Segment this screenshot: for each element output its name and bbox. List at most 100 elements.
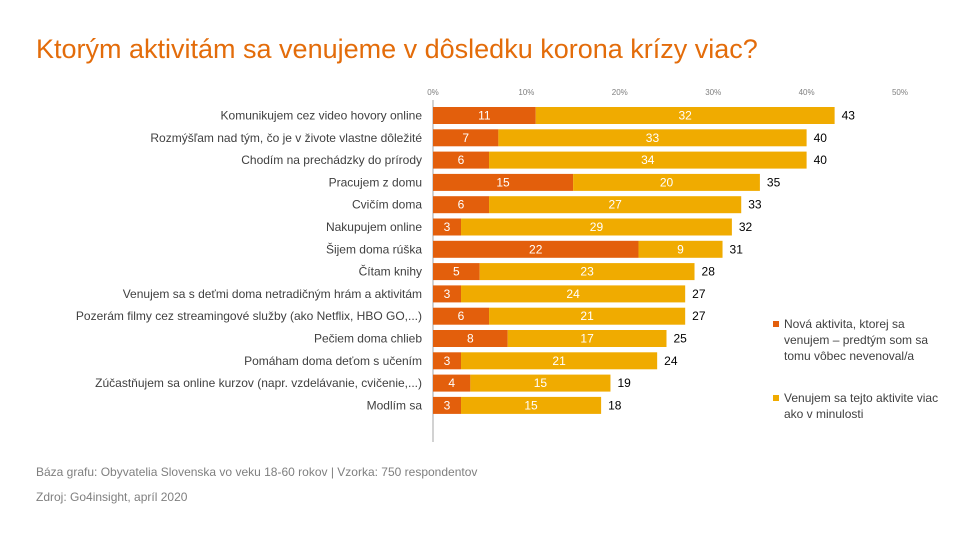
data-label-more: 17 (580, 332, 594, 346)
bar-segment-more (461, 285, 686, 303)
legend-label-new: Nová aktivita, ktorej sa venujem – predt… (784, 317, 929, 363)
legend-swatch-more (773, 395, 779, 401)
bar-segment-new (433, 352, 462, 370)
bar-segment-new (433, 374, 471, 392)
category-label: Pečiem doma chlieb (314, 332, 422, 346)
bar-segment-new (433, 173, 574, 191)
category-label: Pozerám filmy cez streamingové služby (a… (76, 309, 422, 323)
bar-segment-new (433, 151, 490, 169)
legend-label-more: Venujem sa tejto aktivite viac ako v min… (784, 391, 939, 421)
bar-segment-more (535, 107, 835, 124)
total-label: 27 (692, 309, 706, 323)
total-label: 19 (617, 376, 631, 390)
data-label-more: 32 (679, 109, 693, 123)
bar-segment-more (470, 374, 611, 392)
bar-segment-more (498, 129, 807, 147)
data-label-new: 6 (458, 198, 465, 212)
bar-segment-new (433, 396, 462, 414)
bar-segment-more (489, 307, 686, 325)
data-label-more: 23 (580, 265, 594, 279)
total-label: 18 (608, 398, 622, 412)
total-label: 43 (842, 109, 856, 123)
data-label-more: 29 (590, 220, 604, 234)
data-label-new: 22 (529, 242, 543, 256)
data-label-new: 3 (444, 220, 451, 234)
data-label-more: 34 (641, 153, 655, 167)
bar-segment-more (461, 352, 658, 370)
category-label: Šijem doma rúška (326, 241, 422, 256)
data-label-new: 6 (458, 309, 465, 323)
bar-segment-new (433, 307, 490, 325)
x-tick-label: 20% (612, 88, 628, 97)
data-label-new: 3 (444, 287, 451, 301)
data-label-more: 15 (524, 398, 538, 412)
data-label-new: 4 (448, 376, 455, 390)
data-label-more: 21 (580, 309, 594, 323)
data-label-more: 33 (646, 131, 660, 145)
bar-segment-more (638, 240, 723, 258)
category-label: Chodím na prechádzky do prírody (241, 153, 422, 167)
chart-base-note: Báza grafu: Obyvatelia Slovenska vo veku… (36, 465, 478, 479)
total-label: 32 (739, 220, 753, 234)
bar-segment-new (433, 330, 508, 347)
data-label-new: 5 (453, 265, 460, 279)
bar-segment-more (573, 173, 760, 191)
data-label-more: 24 (566, 287, 580, 301)
data-label-more: 9 (677, 242, 684, 256)
bar-segment-more (461, 396, 602, 414)
bar-segment-more (507, 330, 667, 347)
bar-segment-more (489, 196, 742, 214)
data-label-more: 20 (660, 175, 674, 189)
category-label: Rozmýšľam nad tým, čo je v živote vlastn… (150, 131, 422, 145)
data-label-new: 6 (458, 153, 465, 167)
total-label: 25 (674, 332, 688, 346)
data-label-new: 3 (444, 398, 451, 412)
chart-source-note: Zdroj: Go4insight, apríl 2020 (36, 490, 188, 504)
bar-segment-new (433, 107, 536, 124)
category-label: Nakupujem online (326, 220, 422, 234)
category-label: Venujem sa s deťmi doma netradičným hrám… (123, 287, 422, 301)
x-tick-label: 50% (892, 88, 908, 97)
total-label: 40 (814, 131, 828, 145)
bar-segment-new (433, 196, 490, 214)
data-label-new: 8 (467, 332, 474, 346)
legend-item-new: Nová aktivita, ktorej sa venujem – predt… (773, 316, 953, 364)
category-label: Zúčastňujem sa online kurzov (napr. vzde… (95, 376, 422, 390)
category-label: Pomáham doma deťom s učením (244, 354, 422, 368)
data-label-new: 3 (444, 354, 451, 368)
bar-segment-new (433, 285, 462, 303)
total-label: 31 (730, 242, 744, 256)
total-label: 27 (692, 287, 706, 301)
x-tick-label: 40% (799, 88, 815, 97)
data-label-more: 21 (552, 354, 566, 368)
x-tick-label: 0% (427, 88, 439, 97)
data-label-more: 27 (608, 198, 622, 212)
legend-item-more: Venujem sa tejto aktivite viac ako v min… (773, 390, 953, 422)
bar-segment-more (461, 218, 732, 236)
bar-segment-more (479, 263, 695, 281)
bar-segment-new (433, 129, 499, 147)
total-label: 40 (814, 153, 828, 167)
data-label-new: 15 (496, 175, 510, 189)
category-label: Modlím sa (367, 398, 423, 412)
bar-segment-more (489, 151, 807, 169)
legend-swatch-new (773, 321, 779, 327)
total-label: 24 (664, 354, 678, 368)
bar-segment-new (433, 240, 639, 258)
chart-title: Ktorým aktivitám sa venujeme v dôsledku … (36, 34, 758, 64)
category-label: Cvičím doma (352, 198, 422, 212)
data-label-more: 15 (534, 376, 548, 390)
data-label-new: 11 (478, 109, 491, 123)
category-label: Čítam knihy (359, 264, 422, 279)
bar-segment-new (433, 218, 462, 236)
bar-segment-new (433, 263, 480, 281)
category-label: Komunikujem cez video hovory online (221, 109, 423, 123)
x-tick-label: 10% (518, 88, 534, 97)
total-label: 35 (767, 175, 781, 189)
data-label-new: 7 (462, 131, 469, 145)
total-label: 33 (748, 198, 762, 212)
category-label: Pracujem z domu (329, 175, 422, 189)
x-tick-label: 30% (705, 88, 721, 97)
total-label: 28 (702, 265, 716, 279)
